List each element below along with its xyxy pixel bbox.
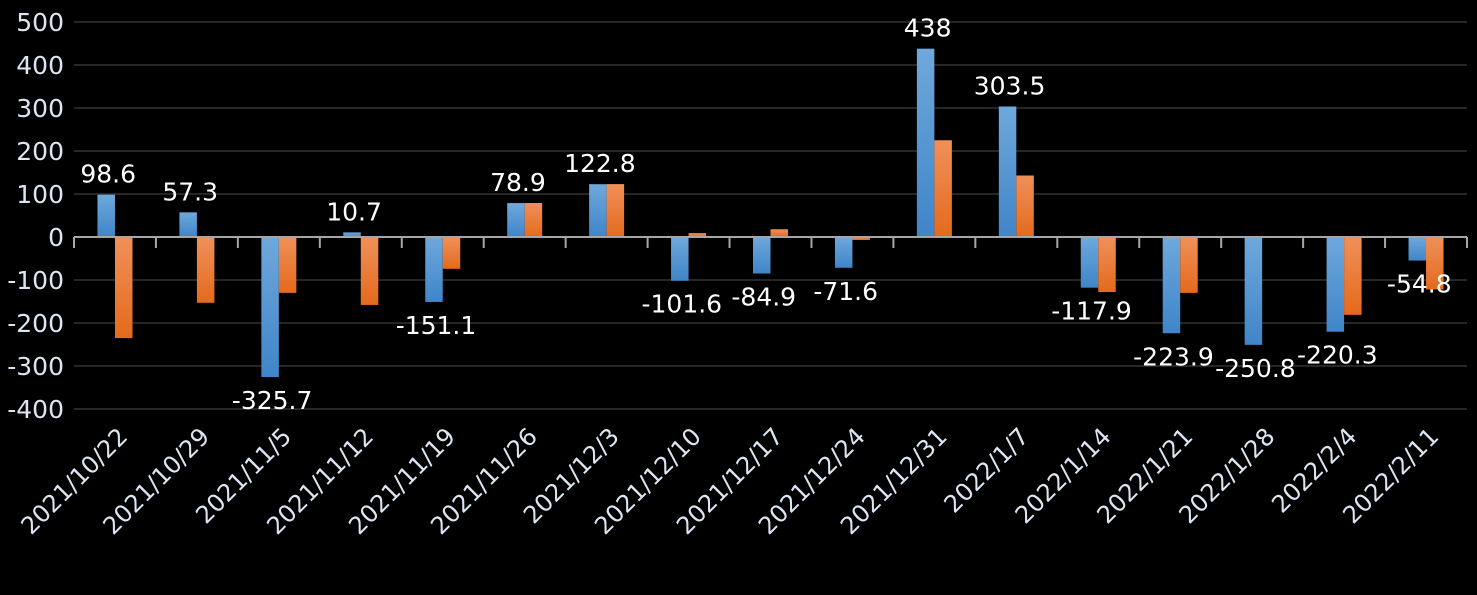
bar-series1-2021/10/22: [97, 194, 115, 237]
x-axis-ticks: 2021/10/222021/10/292021/11/52021/11/122…: [16, 422, 1445, 540]
y-tick-label: 400: [16, 51, 64, 80]
bar-series2-2021/12/17: [770, 229, 788, 237]
data-label: -71.6: [813, 277, 878, 306]
bar-series1-2021/10/29: [179, 212, 197, 237]
y-tick-label: 200: [16, 137, 64, 166]
data-labels: 98.657.3-325.710.7-151.178.9122.8-101.6-…: [80, 14, 1451, 415]
bars: [97, 48, 1444, 378]
y-tick-label: 500: [16, 8, 64, 37]
y-tick-label: -300: [7, 352, 64, 381]
data-label: 57.3: [162, 177, 218, 206]
bar-series2-2022/1/14: [1098, 237, 1116, 293]
bar-series2-2021/11/26: [524, 203, 543, 237]
data-label: -250.8: [1215, 354, 1296, 383]
bar-series1-2021/12/31: [916, 48, 935, 237]
bar-series2-2021/12/31: [934, 140, 952, 237]
bar-series2-2021/12/3: [606, 184, 625, 237]
bar-series1-2022/2/4: [1326, 237, 1345, 332]
bar-series2-2022/1/7: [1016, 175, 1034, 237]
data-label: 122.8: [564, 149, 636, 178]
bar-series2-2021/12/24: [852, 237, 870, 241]
data-label: -84.9: [731, 283, 796, 312]
bar-series1-2022/1/21: [1162, 237, 1181, 334]
bar-series1-2022/1/7: [998, 106, 1017, 238]
data-label: -220.3: [1297, 341, 1378, 370]
y-tick-label: -100: [7, 266, 64, 295]
data-label: -54.8: [1387, 270, 1452, 299]
bar-series2-2021/10/22: [114, 237, 133, 339]
data-label: 98.6: [80, 160, 136, 189]
data-label: 438: [904, 14, 952, 43]
bar-series1-2021/11/5: [261, 237, 279, 378]
y-tick-label: 100: [16, 180, 64, 209]
bar-series1-2021/12/3: [589, 184, 607, 237]
x-axis: [73, 236, 1468, 248]
bar-series2-2021/11/5: [278, 237, 297, 293]
bar-series1-2021/11/26: [507, 203, 525, 237]
bar-series1-2021/11/19: [425, 237, 443, 302]
data-label: -117.9: [1051, 297, 1132, 326]
data-label: 78.9: [490, 168, 546, 197]
data-label: 303.5: [974, 71, 1046, 100]
y-tick-label: -200: [7, 309, 64, 338]
bar-series2-2021/11/19: [442, 237, 461, 269]
data-label: -151.1: [396, 311, 477, 340]
bar-series1-2022/2/11: [1408, 237, 1427, 261]
data-label: 10.7: [326, 197, 382, 226]
bar-series2-2022/2/11: [1426, 237, 1444, 290]
data-label: -223.9: [1133, 342, 1214, 371]
y-axis-ticks: -400 -300 -200 -100 0 100 200 300 400 500: [7, 8, 64, 424]
bar-series1-2021/12/17: [753, 237, 771, 274]
y-tick-label: -400: [7, 395, 64, 424]
bar-series1-2022/1/28: [1244, 237, 1263, 345]
bar-series2-2021/12/10: [688, 233, 707, 237]
bar-series1-2021/12/24: [834, 237, 853, 268]
gridlines: [74, 21, 1467, 410]
bar-series2-2022/1/21: [1180, 237, 1198, 293]
bar-series2-2022/2/4: [1344, 237, 1362, 315]
data-label: -325.7: [232, 386, 313, 415]
data-label: -101.6: [642, 290, 723, 319]
bar-series1-2022/1/14: [1080, 237, 1099, 288]
bar-series2-2021/11/12: [360, 237, 379, 305]
bar-series1-2021/11/12: [343, 232, 361, 237]
y-tick-label: 0: [48, 223, 64, 252]
bar-series2-2021/10/29: [196, 237, 215, 303]
bar-series1-2021/12/10: [671, 237, 689, 281]
y-tick-label: 300: [16, 94, 64, 123]
